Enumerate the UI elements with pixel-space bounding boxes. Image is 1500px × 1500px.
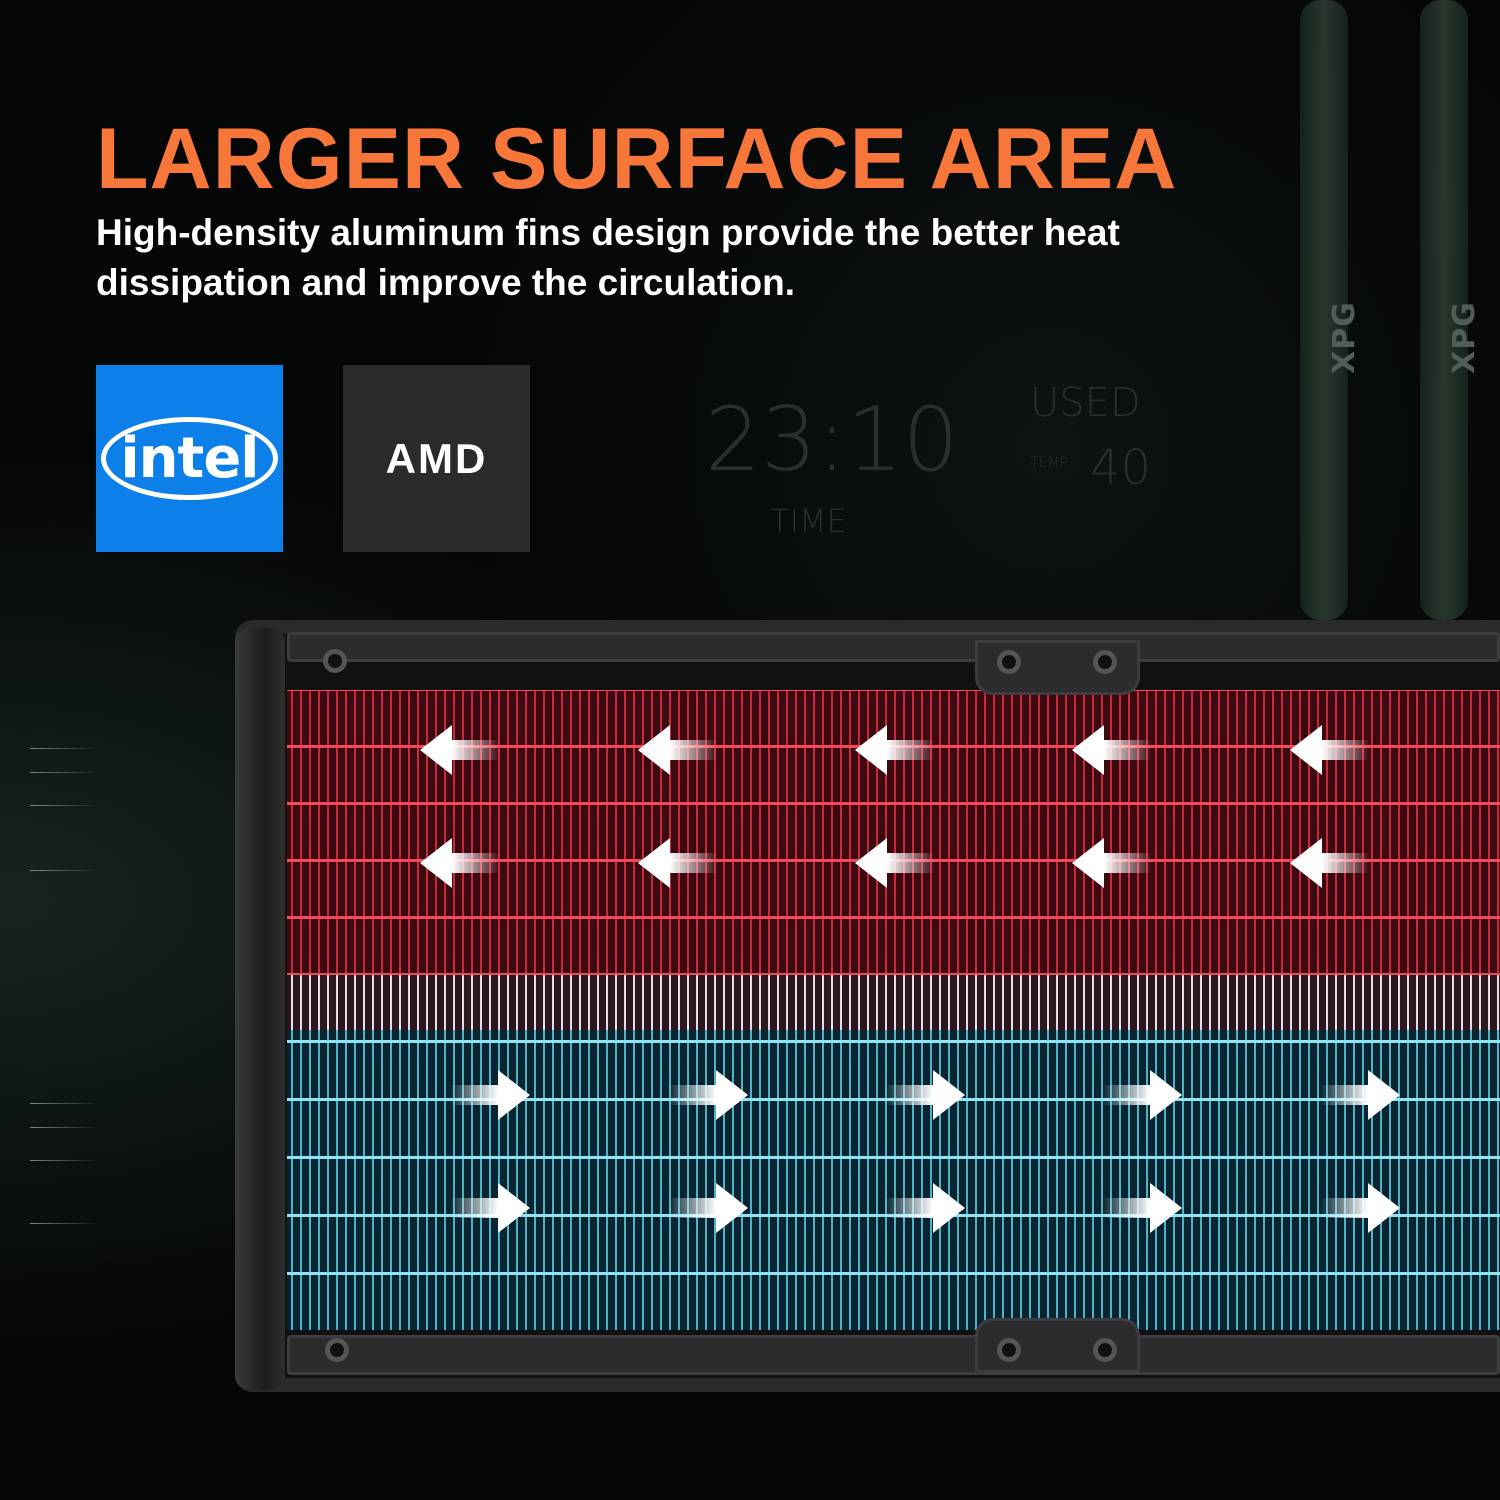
coolant-tube: XPG bbox=[1420, 0, 1482, 620]
radiator-bottom-rail bbox=[287, 1335, 1500, 1375]
screw-hole bbox=[325, 1338, 349, 1362]
radiator-fins bbox=[287, 690, 1500, 1330]
radiator-endcap bbox=[235, 628, 285, 1390]
decor-line bbox=[30, 870, 100, 871]
transition-fins bbox=[287, 975, 1500, 1030]
amd-logo-text: AMD bbox=[385, 434, 488, 482]
decor-line bbox=[30, 1127, 100, 1128]
tube-brand: XPG bbox=[1326, 301, 1362, 374]
intel-logo: intel bbox=[96, 365, 283, 552]
decor-line bbox=[30, 748, 100, 749]
intel-logo-text: intel bbox=[101, 417, 278, 500]
screw-hole bbox=[997, 650, 1021, 674]
screw-hole bbox=[1093, 650, 1117, 674]
screw-hole bbox=[1093, 1338, 1117, 1362]
decor-line bbox=[30, 805, 100, 806]
decor-line bbox=[30, 1103, 100, 1104]
decor-line bbox=[30, 1223, 100, 1224]
coolant-tube: XPG bbox=[1300, 0, 1362, 620]
amd-logo: AMD bbox=[343, 365, 530, 552]
screw-hole bbox=[997, 1338, 1021, 1362]
display-time: 23:10 bbox=[705, 388, 959, 491]
subtitle: High-density aluminum fins design provid… bbox=[96, 212, 1120, 303]
cold-fins bbox=[287, 1030, 1500, 1330]
display-temp-label: TEMP bbox=[1030, 455, 1068, 471]
display-temp-value: 40 bbox=[1090, 440, 1152, 496]
decor-line bbox=[30, 1160, 100, 1161]
display-used-label: USED bbox=[1030, 380, 1141, 426]
screw-hole bbox=[323, 649, 347, 673]
tube-brand: XPG bbox=[1446, 301, 1482, 374]
radiator-top-rail bbox=[287, 632, 1500, 662]
headline: LARGER SURFACE AREA bbox=[96, 111, 1178, 207]
decor-line bbox=[30, 772, 100, 773]
display-time-label: TIME bbox=[770, 502, 847, 540]
